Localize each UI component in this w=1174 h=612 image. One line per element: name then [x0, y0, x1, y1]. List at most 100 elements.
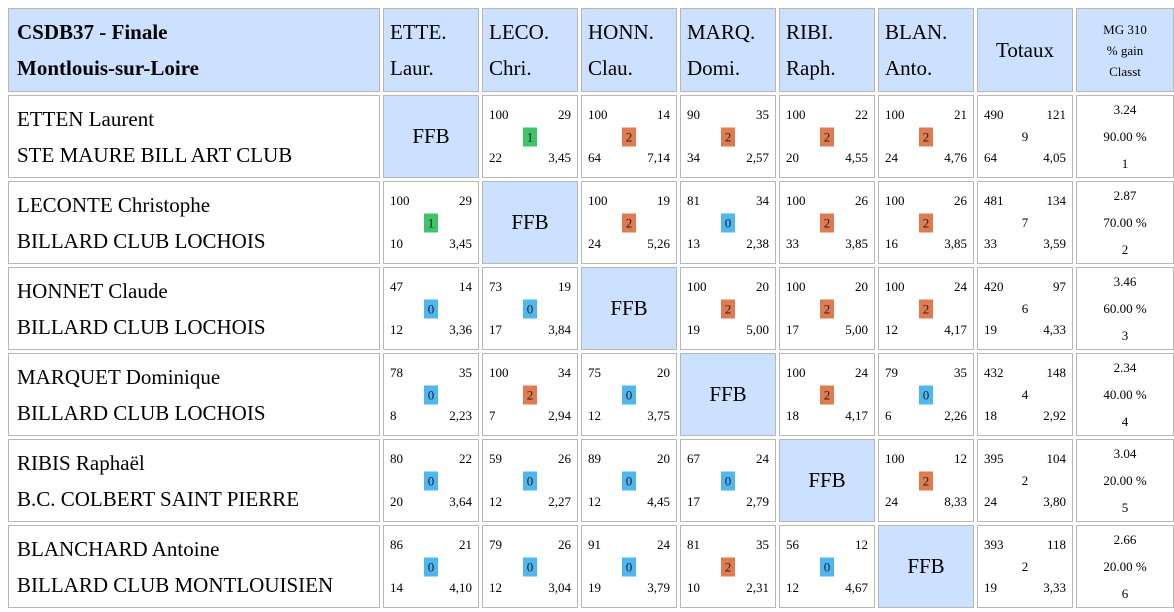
total-average: 4,05: [1043, 150, 1066, 165]
match-cell: 81 35 2 10 2,31: [680, 525, 776, 608]
match-innings: 22: [459, 451, 472, 466]
mg-cell: 2.34 40.00 % 4: [1076, 353, 1174, 436]
match-cell: 73 19 0 17 3,84: [482, 267, 578, 350]
match-innings: 21: [954, 107, 967, 122]
match-points: 73: [489, 279, 502, 294]
match-innings: 19: [657, 193, 670, 208]
column-header: MARQ. Domi.: [680, 8, 776, 92]
player-club: BILLARD CLUB LOCHOIS: [17, 400, 266, 425]
ranking: 3: [1121, 328, 1129, 343]
gain-percent: 70.00 %: [1103, 215, 1147, 230]
match-result-badge: 0: [820, 557, 834, 576]
total-high-run: 33: [984, 236, 997, 251]
match-result-badge: 2: [820, 299, 834, 318]
match-result-badge: 2: [523, 385, 537, 404]
match-cell: 86 21 0 14 4,10: [383, 525, 479, 608]
general-average: 2.66: [1113, 532, 1137, 547]
match-result-badge: 0: [523, 557, 537, 576]
column-header: HONN. Clau.: [581, 8, 677, 92]
ranking: 6: [1121, 586, 1129, 601]
match-high-run: 17: [687, 494, 700, 509]
match-result-badge: 2: [622, 127, 636, 146]
gain-percent: 40.00 %: [1103, 387, 1147, 402]
match-cell: 100 19 2 24 5,26: [581, 181, 677, 264]
total-points: 481: [984, 193, 1004, 208]
player-cell: BLANCHARD Antoine BILLARD CLUB MONTLOUISI…: [8, 525, 380, 608]
match-points: 100: [885, 107, 905, 122]
match-high-run: 33: [786, 236, 799, 251]
match-cell: 79 26 0 12 3,04: [482, 525, 578, 608]
total-innings: 121: [1046, 107, 1067, 122]
match-average: 2,23: [449, 408, 472, 423]
match-result-badge: 2: [820, 385, 834, 404]
mg-header-line1: MG 310: [1103, 21, 1147, 37]
player-row: HONNET Claude BILLARD CLUB LOCHOIS 47 14 0 12…: [8, 267, 1174, 350]
total-innings: 134: [1046, 193, 1067, 208]
match-cell: 100 24 2 18 4,17: [779, 353, 875, 436]
match-cell: 91 24 0 19 3,79: [581, 525, 677, 608]
match-innings: 29: [558, 107, 571, 122]
player-row: LECONTE Christophe BILLARD CLUB LOCHOIS 10…: [8, 181, 1174, 264]
match-result-badge: 2: [721, 299, 735, 318]
match-points: 89: [588, 451, 601, 466]
match-average: 2,27: [548, 494, 571, 509]
match-average: 3,04: [548, 580, 571, 595]
match-average: 5,00: [746, 322, 769, 337]
player-cell: MARQUET Dominique BILLARD CLUB LOCHOIS: [8, 353, 380, 436]
match-cell: 100 20 2 19 5,00: [680, 267, 776, 350]
general-average: 2.34: [1113, 360, 1137, 375]
player-club: STE MAURE BILL ART CLUB: [17, 142, 293, 167]
match-innings: 14: [657, 107, 670, 122]
match-result-badge: 0: [622, 471, 636, 490]
total-points: 490: [984, 107, 1004, 122]
totals-header: Totaux: [977, 8, 1073, 92]
general-average: 3.46: [1113, 274, 1137, 289]
match-average: 2,57: [746, 150, 769, 165]
player-name: LECONTE Christophe: [17, 192, 211, 217]
match-result-badge: 1: [424, 213, 438, 232]
match-points: 100: [588, 107, 608, 122]
match-cell: 75 20 0 12 3,75: [581, 353, 677, 436]
mg-header-line2: % gain: [1106, 42, 1144, 58]
match-cell: 100 21 2 24 4,76: [878, 95, 974, 178]
column-header: ETTE. Laur.: [383, 8, 479, 92]
player-club: B.C. COLBERT SAINT PIERRE: [17, 486, 300, 511]
general-average: 2.87: [1113, 188, 1137, 203]
mg-header-line3: Classt: [1109, 63, 1141, 79]
column-header-line2: Raph.: [786, 56, 836, 80]
total-average: 3,33: [1043, 580, 1066, 595]
match-high-run: 22: [489, 150, 502, 165]
match-average: 3,85: [845, 236, 868, 251]
match-high-run: 19: [687, 322, 700, 337]
match-points: 59: [489, 451, 502, 466]
total-high-run: 24: [984, 494, 997, 509]
match-points: 100: [885, 193, 905, 208]
results-table: CSDB37 - Finale Montlouis-sur-Loire ETTE…: [5, 5, 1174, 611]
match-result-badge: 2: [622, 213, 636, 232]
match-high-run: 34: [687, 150, 700, 165]
match-cell: 100 26 2 33 3,85: [779, 181, 875, 264]
header-row: CSDB37 - Finale Montlouis-sur-Loire ETTE…: [8, 8, 1174, 92]
match-average: 4,76: [944, 150, 967, 165]
match-cell: 59 26 0 12 2,27: [482, 439, 578, 522]
match-innings: 24: [855, 365, 868, 380]
match-cell: 100 22 2 20 4,55: [779, 95, 875, 178]
match-average: 3,64: [449, 494, 472, 509]
match-points: 100: [786, 365, 806, 380]
match-average: 7,14: [647, 150, 670, 165]
mg-cell: 3.24 90.00 % 1: [1076, 95, 1174, 178]
match-result-badge: 2: [919, 127, 933, 146]
match-high-run: 12: [885, 322, 898, 337]
total-points: 395: [984, 451, 1004, 466]
total-average: 3,59: [1043, 236, 1066, 251]
total-high-run: 19: [984, 322, 997, 337]
match-high-run: 8: [390, 408, 397, 423]
match-average: 3,84: [548, 322, 571, 337]
player-name: ETTEN Laurent: [17, 106, 155, 131]
match-cell: 80 22 0 20 3,64: [383, 439, 479, 522]
match-cell: 90 35 2 34 2,57: [680, 95, 776, 178]
match-average: 3,45: [548, 150, 571, 165]
match-average: 4,55: [845, 150, 868, 165]
column-header: LECO. Chri.: [482, 8, 578, 92]
match-result-badge: 0: [721, 213, 735, 232]
